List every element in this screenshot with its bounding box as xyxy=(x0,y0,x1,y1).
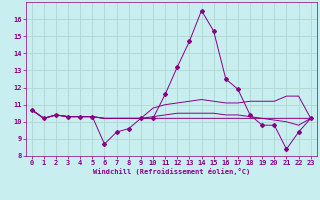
X-axis label: Windchill (Refroidissement éolien,°C): Windchill (Refroidissement éolien,°C) xyxy=(92,168,250,175)
